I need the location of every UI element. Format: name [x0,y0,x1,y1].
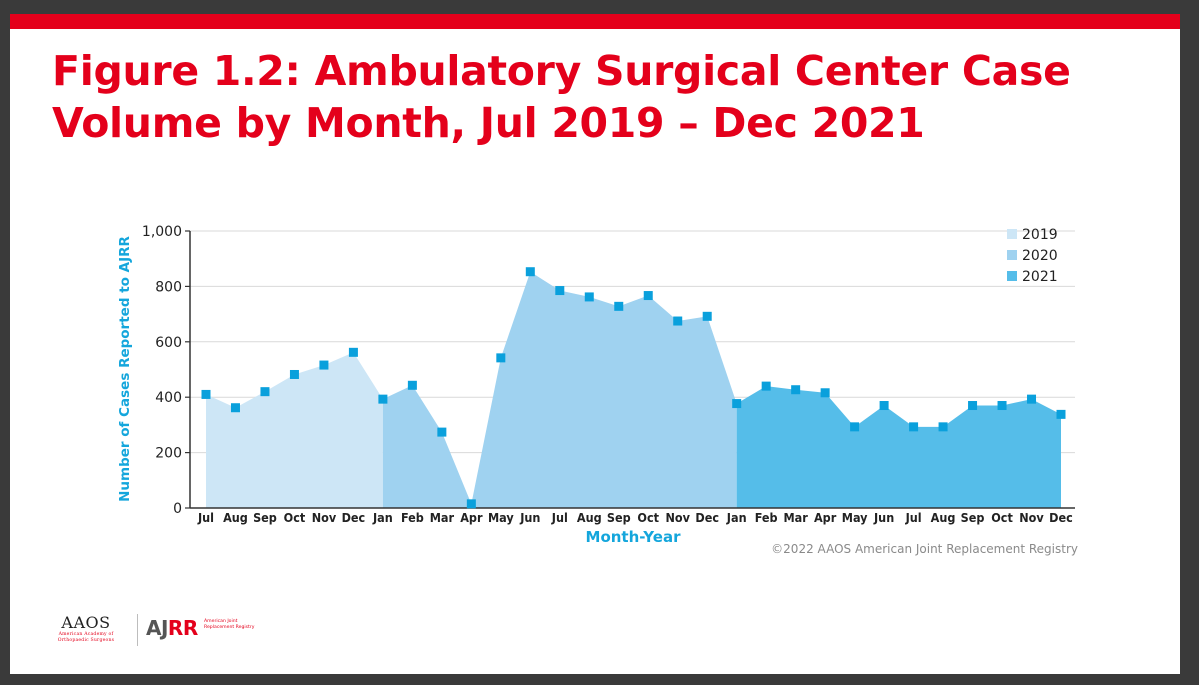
data-marker [584,292,594,302]
legend-label-2021: 2021 [1022,269,1058,285]
x-tick-label: Aug [931,510,956,525]
x-tick-label: Jul [197,510,214,525]
x-tick-label: Mar [430,510,455,525]
area-2019 [206,352,383,508]
legend-swatch-2020 [1007,250,1017,260]
y-tick-labels: 0 200 400 600 800 1,000 [142,224,182,517]
data-marker [289,369,299,379]
data-marker [643,291,653,301]
data-marker [997,401,1007,411]
data-marker [968,401,978,411]
data-marker [1027,394,1037,404]
logo-divider [137,614,138,646]
y-tick-label: 1,000 [142,224,182,240]
y-tick-label: 600 [155,335,182,351]
data-marker [348,347,358,357]
data-marker [496,353,506,363]
data-marker [201,389,211,399]
y-tick-label: 0 [173,501,182,517]
legend-swatch-2019 [1007,229,1017,239]
x-tick-label: Aug [577,510,602,525]
data-marker [260,387,270,397]
slide: Figure 1.2: Ambulatory Surgical Center C… [10,14,1180,674]
chart-title: Figure 1.2: Ambulatory Surgical Center C… [52,47,1071,147]
x-tick-labels: Jul Aug Sep Oct Nov Dec Jan Feb Mar Apr May Jun Jul A… [197,510,1073,525]
x-tick-label: Apr [814,510,837,525]
ajrr-logo-rr: RR [167,616,198,640]
legend-label-2019: 2019 [1022,227,1058,243]
data-marker [732,399,742,409]
ajrr-logo-aj: AJ [146,616,168,640]
x-tick-label: Jan [372,510,393,525]
data-marker [909,422,919,432]
data-marker [466,499,476,509]
x-tick-label: Jul [905,510,922,525]
data-marker [702,311,712,321]
data-marker [938,422,948,432]
x-tick-label: Sep [253,510,277,525]
legend-label-2020: 2020 [1022,248,1058,264]
x-tick-label: Jun [519,510,540,525]
y-tick-label: 400 [155,390,182,406]
data-markers [201,267,1066,509]
aaos-logo-text: AAOS [61,613,111,632]
x-axis-label: Month-Year [586,528,682,546]
x-tick-label: Oct [991,510,1013,525]
copyright-text: ©2022 AAOS American Joint Replacement Re… [771,542,1078,556]
data-marker [879,401,889,411]
ajrr-logo: AJRR American Joint Replacement Registry [146,616,254,640]
y-tick-label: 800 [155,279,182,295]
ajrr-logo-subtext: American Joint Replacement Registry [204,619,255,630]
x-tick-label: Nov [1019,510,1044,525]
x-tick-label: Aug [223,510,248,525]
area-series [206,271,1061,508]
axes [185,230,1075,509]
x-tick-label: Oct [637,510,659,525]
legend-swatch-2021 [1007,271,1017,281]
x-tick-label: Sep [961,510,985,525]
aaos-logo-subtext: American Academy of Orthopaedic Surgeons [57,632,115,643]
x-tick-label: Jun [873,510,894,525]
x-tick-label: Dec [695,510,719,525]
data-marker [614,301,624,311]
x-tick-label: May [842,510,868,525]
x-tick-label: Apr [460,510,483,525]
x-tick-label: Feb [401,510,424,525]
x-tick-label: Nov [312,510,337,525]
x-tick-label: Jan [726,510,747,525]
legend: 2019 2020 2021 [1007,227,1058,285]
data-marker [820,388,830,398]
y-tick-label: 200 [155,446,182,462]
data-marker [1056,409,1066,419]
x-tick-label: Nov [665,510,690,525]
data-marker [230,403,240,413]
area-2020 [382,271,737,508]
x-tick-label: May [488,510,514,525]
aaos-logo: AAOS American Academy of Orthopaedic Sur… [46,614,126,643]
data-marker [319,360,329,370]
data-marker [378,394,388,404]
data-marker [437,427,447,437]
data-marker [525,267,535,277]
x-tick-label: Mar [783,510,808,525]
data-marker [850,422,860,432]
x-tick-label: Dec [1049,510,1073,525]
x-tick-label: Jul [551,510,568,525]
data-marker [673,316,683,326]
header-red-bar [10,14,1180,29]
x-tick-label: Feb [755,510,778,525]
area-2021 [736,386,1061,508]
x-tick-label: Oct [284,510,306,525]
x-tick-label: Sep [607,510,631,525]
x-tick-label: Dec [342,510,366,525]
data-marker [555,286,565,296]
data-marker [407,380,417,390]
data-marker [761,381,771,391]
y-axis-label: Number of Cases Reported to AJRR [117,236,133,502]
data-marker [791,385,801,395]
area-chart: 0 200 400 600 800 1,000 Jul Aug Sep Oct Nov Dec Jan… [117,224,1075,546]
